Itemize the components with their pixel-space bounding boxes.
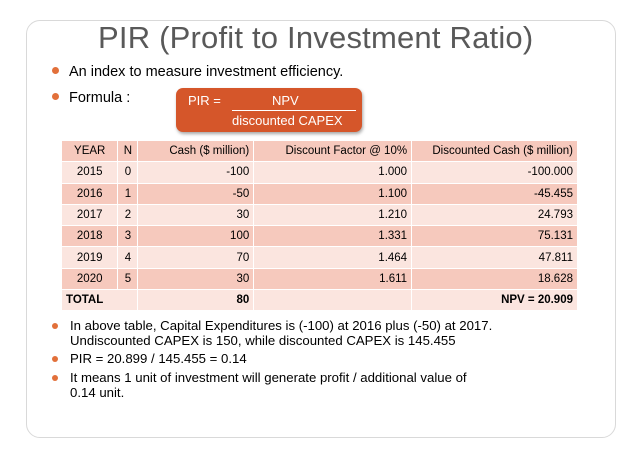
note-meaning: It means 1 unit of investment will gener…: [52, 370, 467, 400]
note-line: 0.14 unit.: [70, 385, 125, 400]
total-empty-cell: [253, 289, 413, 312]
note-line: Undiscounted CAPEX is 150, while discoun…: [70, 333, 456, 348]
table-total-row: TOTAL 80 NPV = 20.909: [62, 289, 578, 312]
cell-discounted-cash: 75.131: [411, 225, 578, 248]
bullet-dot-icon: [52, 92, 59, 100]
cell-year: 2019: [62, 246, 119, 269]
cell-discounted-cash: -45.455: [411, 183, 578, 205]
bullet-text: An index to measure investment efficienc…: [69, 64, 344, 80]
cell-cash: -50: [137, 183, 255, 205]
note-line: PIR = 20.899 / 145.455 = 0.14: [70, 351, 247, 366]
cell-cash: 100: [137, 225, 255, 248]
cell-discount-factor: 1.210: [253, 204, 413, 227]
bullet-formula: Formula :: [52, 90, 130, 106]
bullet-dot-icon: [52, 66, 59, 74]
cell-n: 0: [117, 161, 139, 184]
cell-cash: 30: [137, 268, 255, 291]
cell-cash: 70: [137, 246, 255, 269]
table-row: 2019 4 70 1.464 47.811: [62, 246, 578, 269]
fraction-bar: [232, 110, 356, 111]
cell-discount-factor: 1.100: [253, 183, 413, 205]
total-label: TOTAL: [62, 289, 139, 312]
note-line: It means 1 unit of investment will gener…: [70, 370, 467, 385]
cell-discount-factor: 1.000: [253, 161, 413, 184]
header-discount-factor: Discount Factor @ 10%: [253, 141, 413, 163]
cell-n: 4: [117, 246, 139, 269]
cell-cash: 30: [137, 204, 255, 227]
cell-n: 5: [117, 268, 139, 291]
cell-cash: -100: [137, 161, 255, 184]
bullet-dot-icon: [52, 356, 58, 362]
cell-year: 2020: [62, 268, 119, 291]
cell-discount-factor: 1.611: [253, 268, 413, 291]
slide-title: PIR (Profit to Investment Ratio): [98, 20, 534, 55]
cell-n: 2: [117, 204, 139, 227]
header-year: YEAR: [62, 141, 119, 163]
cell-n: 3: [117, 225, 139, 248]
table-row: 2020 5 30 1.611 18.628: [62, 268, 578, 291]
cell-discounted-cash: 18.628: [411, 268, 578, 291]
table-row: 2017 2 30 1.210 24.793: [62, 204, 578, 227]
cash-flow-table: YEAR N Cash ($ million) Discount Factor …: [62, 141, 578, 312]
note-capex: In above table, Capital Expenditures is …: [52, 318, 492, 348]
bullet-definition: An index to measure investment efficienc…: [52, 64, 343, 80]
cell-discounted-cash: -100.000: [411, 161, 578, 184]
formula-numerator: NPV: [272, 93, 299, 108]
total-npv: NPV = 20.909: [411, 289, 578, 312]
table-row: 2015 0 -100 1.000 -100.000: [62, 161, 578, 184]
table-row: 2016 1 -50 1.100 -45.455: [62, 183, 578, 205]
cell-n: 1: [117, 183, 139, 205]
cell-year: 2018: [62, 225, 119, 248]
bullet-dot-icon: [52, 323, 58, 329]
note-pir-calc: PIR = 20.899 / 145.455 = 0.14: [52, 351, 247, 366]
cell-discounted-cash: 24.793: [411, 204, 578, 227]
table-header-row: YEAR N Cash ($ million) Discount Factor …: [62, 141, 578, 163]
bullet-dot-icon: [52, 375, 58, 381]
bullet-text: Formula :: [69, 90, 131, 106]
table-row: 2018 3 100 1.331 75.131: [62, 225, 578, 248]
header-n: N: [117, 141, 139, 163]
formula-denominator: discounted CAPEX: [232, 113, 343, 128]
formula-box: PIR = NPV discounted CAPEX: [176, 88, 362, 132]
cell-discount-factor: 1.331: [253, 225, 413, 248]
cell-discounted-cash: 47.811: [411, 246, 578, 269]
formula-lhs: PIR =: [188, 93, 221, 108]
note-line: In above table, Capital Expenditures is …: [70, 318, 493, 333]
cell-year: 2016: [62, 183, 119, 205]
header-cash: Cash ($ million): [137, 141, 255, 163]
cell-year: 2017: [62, 204, 119, 227]
slide-frame: [26, 20, 616, 438]
cell-year: 2015: [62, 161, 119, 184]
header-discounted-cash: Discounted Cash ($ million): [411, 141, 578, 163]
cell-discount-factor: 1.464: [253, 246, 413, 269]
total-cash: 80: [137, 289, 255, 312]
